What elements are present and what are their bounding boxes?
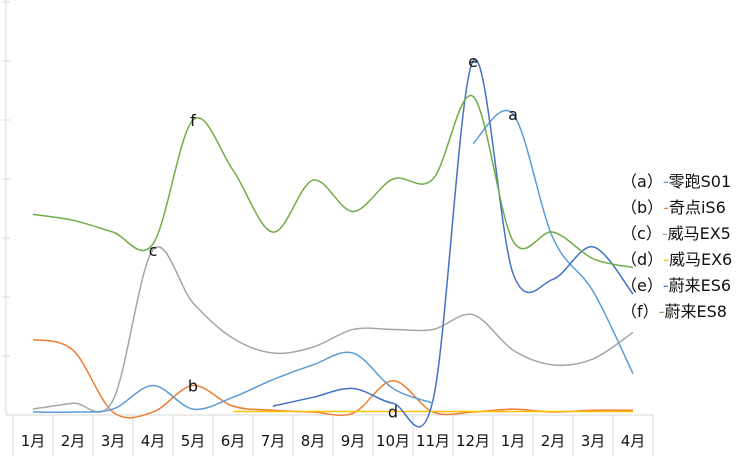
- legend: （a）-零跑S01 （b）-奇点iS6 （c）-威马EX5 （d）-威马EX6 （e）-…: [621, 172, 732, 321]
- series-letter-label: a: [508, 105, 518, 124]
- x-tick-label: 12月: [456, 432, 490, 450]
- series-letter-label: c: [149, 241, 158, 260]
- x-tick-label: 4月: [621, 432, 646, 450]
- x-tick-label: 3月: [101, 432, 126, 450]
- series-line-extra-6: [32, 351, 434, 414]
- legend-entry: （f）-蔚来ES8: [621, 302, 727, 321]
- x-tick-label: 5月: [181, 432, 206, 450]
- legend-entry: （d）-威马EX6: [621, 250, 732, 269]
- x-tick-label: 8月: [301, 432, 326, 450]
- x-tick-label: 11月: [416, 432, 450, 450]
- series-line-a: [472, 110, 634, 375]
- legend-entry: （b）-奇点iS6: [621, 198, 726, 217]
- x-tick-label: 2月: [541, 432, 566, 450]
- series-line-f: [32, 94, 634, 269]
- series-line-c: [32, 246, 634, 413]
- legend-entry: （c）-威马EX5: [621, 224, 731, 243]
- x-tick-label: 10月: [376, 432, 410, 450]
- series-line-e: [272, 58, 634, 428]
- x-tick-label: 3月: [581, 432, 606, 450]
- x-tick-label: 1月: [501, 432, 526, 450]
- x-tick-label: 6月: [221, 432, 246, 450]
- series-line-b: [32, 338, 634, 419]
- x-tick-label: 1月: [21, 432, 46, 450]
- x-tick-label: 4月: [141, 432, 166, 450]
- x-tick-label: 9月: [341, 432, 366, 450]
- axis-layer: 1月 2月 3月 4月 5月 6月 7月 8月 9月 10月 11月 12月 1月 2月 3月 4月: [2, 0, 654, 456]
- series-letter-label: d: [388, 402, 398, 421]
- label-layer: a b c d e f: [149, 52, 518, 421]
- legend-entry: （a）-零跑S01: [621, 172, 731, 191]
- series-layer: [32, 58, 634, 428]
- x-tick-label: 7月: [261, 432, 286, 450]
- series-letter-label: f: [190, 111, 196, 130]
- x-tick-label: 2月: [61, 432, 86, 450]
- legend-entry: （e）-蔚来ES6: [621, 276, 731, 295]
- series-letter-label: e: [468, 52, 478, 71]
- series-letter-label: b: [188, 377, 198, 396]
